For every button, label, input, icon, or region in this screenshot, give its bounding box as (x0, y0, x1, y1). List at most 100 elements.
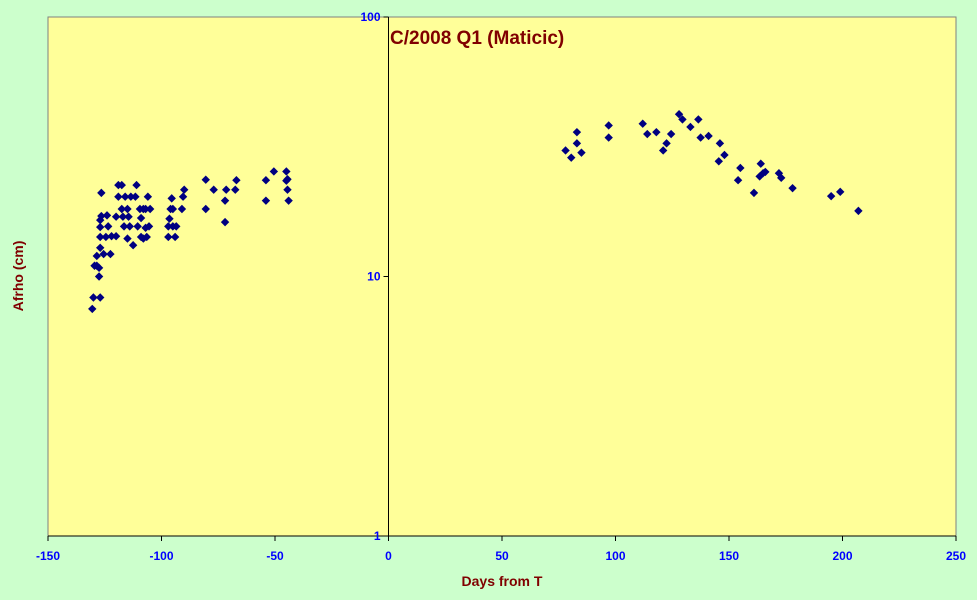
x-tick-label: -150 (36, 549, 60, 563)
x-tick-label: 0 (385, 549, 392, 563)
data-point (604, 133, 613, 142)
data-point (232, 176, 241, 185)
data-point (572, 127, 582, 137)
data-point (284, 196, 293, 205)
data-point (283, 185, 292, 194)
data-point (658, 146, 668, 155)
data-point (139, 234, 148, 243)
data-point (733, 176, 743, 185)
data-point (736, 163, 745, 173)
data-point (749, 188, 759, 198)
data-point (221, 185, 231, 194)
data-point (145, 204, 155, 214)
plot-area (47, 16, 957, 537)
data-point (220, 217, 230, 227)
data-point (696, 133, 705, 142)
data-point (142, 232, 151, 242)
data-point (136, 213, 146, 223)
y-tick-label: 10 (367, 270, 381, 284)
chart-title: C/2008 Q1 (Maticic) (390, 28, 564, 49)
data-point (172, 222, 181, 231)
y-axis-ticks: 1 10 100 (360, 10, 389, 543)
x-tick-label: 250 (946, 549, 966, 563)
data-point (164, 232, 173, 242)
data-point (111, 231, 121, 241)
data-point (561, 146, 570, 155)
data-point (164, 222, 173, 231)
data-point (662, 139, 671, 148)
data-point (201, 204, 210, 214)
data-points (88, 110, 863, 314)
x-tick-label: -50 (266, 549, 284, 563)
data-point (111, 212, 121, 221)
x-axis-ticks: -150 -100 -50 0 50 100 150 200 250 (36, 536, 966, 563)
data-point (714, 157, 723, 166)
data-point (133, 222, 142, 231)
data-point (101, 232, 111, 242)
data-point (123, 204, 132, 214)
data-point (209, 185, 218, 194)
data-point (774, 169, 784, 178)
data-point (854, 206, 863, 216)
y-axis-title: Afrho (cm) (10, 241, 26, 312)
data-point (165, 214, 174, 223)
data-point (756, 159, 765, 168)
data-point (132, 180, 141, 190)
data-point (604, 121, 613, 130)
data-point (97, 188, 106, 198)
data-point (577, 148, 586, 157)
data-point (177, 204, 187, 214)
data-point (220, 196, 230, 205)
data-point (123, 234, 132, 243)
data-point (131, 192, 140, 201)
data-point (643, 129, 652, 139)
data-point (128, 241, 138, 250)
x-tick-label: 150 (719, 549, 739, 563)
data-point (231, 185, 240, 194)
data-point (96, 293, 105, 302)
x-axis-title: Days from T (462, 573, 543, 589)
data-point (103, 222, 113, 231)
data-point (94, 272, 104, 281)
data-point (92, 251, 102, 261)
data-point (283, 175, 292, 184)
data-point (666, 129, 676, 139)
data-point (94, 263, 104, 273)
data-point (652, 127, 661, 137)
data-point (715, 139, 725, 148)
x-tick-label: 50 (495, 549, 509, 563)
data-point (261, 176, 271, 185)
y-tick-label: 1 (374, 529, 381, 543)
x-tick-label: 100 (605, 549, 625, 563)
data-point (96, 243, 105, 253)
data-point (102, 211, 112, 220)
data-point (282, 167, 291, 176)
data-point (114, 192, 123, 201)
data-point (143, 192, 153, 201)
data-point (106, 249, 115, 259)
data-point (118, 212, 128, 221)
data-point (99, 249, 108, 259)
data-point (777, 173, 786, 183)
data-point (704, 131, 713, 141)
data-point (89, 293, 98, 302)
data-point (178, 192, 188, 201)
data-point (836, 187, 845, 197)
data-point (826, 191, 836, 201)
data-point (125, 222, 134, 231)
data-point (124, 212, 133, 221)
data-point (678, 115, 687, 124)
data-point (96, 232, 105, 242)
data-point (167, 194, 176, 203)
data-point (572, 139, 582, 148)
x-tick-label: -100 (149, 549, 173, 563)
data-point (117, 180, 126, 190)
data-point (144, 222, 154, 231)
data-point (761, 167, 770, 177)
data-point (788, 183, 797, 193)
data-point (120, 192, 130, 201)
data-point (269, 167, 279, 176)
data-point (638, 119, 647, 128)
data-point (180, 185, 189, 194)
